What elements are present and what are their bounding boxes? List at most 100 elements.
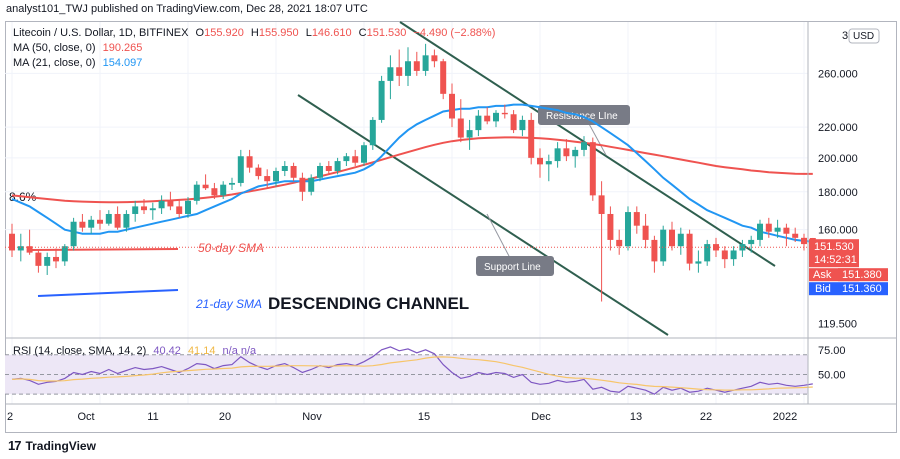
last-price-box: [809, 239, 859, 268]
legend-l-label: L: [305, 27, 312, 39]
legend-c-label: C: [358, 27, 367, 39]
candle-body: [572, 149, 579, 157]
price-tick-label: 119.500: [818, 319, 857, 331]
publish-line: analyst101_TWJ published on TradingView.…: [6, 3, 368, 15]
support-callout-label: Support Line: [484, 262, 541, 273]
candle-body: [202, 184, 209, 189]
time-tick-label: 20: [219, 411, 231, 423]
bid-value: 151.360: [842, 283, 882, 295]
candle-body: [361, 145, 367, 163]
ask-value: 151.380: [842, 269, 882, 281]
ma50-line: [11, 136, 813, 204]
legend-open: 155.920: [204, 27, 244, 39]
time-tick-label: 22: [700, 411, 712, 423]
legend-ma50-row: MA (50, close, 0) 190.265: [13, 42, 142, 54]
support-callout-pointer: [486, 213, 511, 259]
resistance-callout-pointer: [587, 121, 607, 156]
candle-body: [26, 246, 33, 253]
legend-ma21-value: 154.097: [102, 57, 143, 69]
candle-body: [633, 212, 640, 226]
candle-body: [281, 166, 288, 171]
candle-body: [334, 161, 341, 171]
price-tick-label: 260.000: [818, 68, 858, 80]
tradingview-logo-icon: 17: [8, 438, 22, 453]
candle-body: [53, 256, 59, 262]
candle-body: [704, 244, 711, 262]
legend-rsi: RSI (14, close, SMA, 14, 2): [13, 345, 147, 357]
legend-rsi-sma-value: 41.14: [187, 345, 216, 357]
candle-body: [721, 250, 728, 260]
candle-body: [563, 148, 570, 157]
candle-body: [748, 239, 755, 245]
footer-brand[interactable]: 17 TradingView: [8, 438, 96, 453]
candle-body: [484, 115, 491, 122]
candle-body: [466, 130, 473, 138]
candle-body: [264, 176, 271, 182]
candle-body: [440, 61, 447, 94]
candle-body: [325, 166, 332, 171]
legend-change: −4.490 (−2.88%): [413, 27, 496, 39]
axes: 260.000 220.000 200.000 180.000 160.000 119.5…: [5, 22, 897, 423]
candle-body: [185, 200, 191, 214]
candle-body: [449, 93, 455, 119]
candle-body: [255, 167, 262, 177]
candle-body: [35, 252, 42, 266]
bid-value-box: [838, 282, 888, 296]
time-tick-label: 15: [418, 411, 430, 423]
candle-body: [308, 177, 315, 192]
sma50-marker-line: [29, 248, 179, 251]
candle-body: [510, 114, 517, 131]
candle-body: [774, 227, 781, 232]
legend-ma50-value: 190.265: [102, 42, 143, 54]
candle-body: [528, 119, 535, 158]
candle-body: [387, 67, 394, 81]
rsi-pane: [5, 346, 813, 395]
candle-body: [730, 250, 737, 260]
candle-body: [413, 61, 420, 71]
legend-low: 146.610: [311, 27, 352, 39]
candle-body: [88, 219, 95, 228]
countdown-label: 14:52:31: [814, 254, 857, 266]
candle-body: [545, 161, 552, 165]
legend-symbol-row: Litecoin / U.S. Dollar, 1D, BITFINEX O15…: [13, 27, 495, 39]
legend-rsi-row: RSI (14, close, SMA, 14, 2) 40.42 41.14 …: [13, 345, 256, 357]
rsi-tick-label: 50.00: [818, 369, 846, 381]
legend-rsi-na: n/a n/a: [222, 345, 257, 357]
moving-averages: [11, 103, 813, 243]
price-tick-label: 220.000: [818, 122, 858, 134]
candle-body: [598, 195, 605, 214]
price-tick-label: 160.000: [818, 225, 858, 237]
candle-body: [44, 256, 51, 266]
candle-body: [757, 223, 763, 240]
candle-body: [422, 55, 429, 71]
legend-ma50: MA (50, close, 0): [13, 42, 96, 54]
currency-label: USD: [853, 31, 874, 42]
price-tick-label: 200.000: [818, 153, 858, 165]
legend-h-label: H: [250, 27, 259, 39]
bid-box: [809, 282, 838, 296]
candle-body: [554, 148, 561, 162]
candle-body: [273, 170, 279, 182]
candle-body: [801, 237, 807, 245]
ma21-line: [11, 103, 813, 243]
time-tick-label: Dec: [531, 411, 551, 423]
currency-badge: [848, 28, 880, 44]
legend-rsi-value: 40.42: [153, 345, 181, 357]
candle-body: [369, 119, 376, 146]
legend-o-label: O: [195, 27, 205, 39]
candle-body: [669, 229, 675, 247]
ask-label: Ask: [813, 269, 832, 281]
legend-ma21: MA (21, close, 0): [13, 57, 96, 69]
bid-label: Bid: [815, 283, 831, 295]
candle-body: [343, 156, 350, 162]
candle-body: [97, 219, 103, 224]
price-tick-label: 180.000: [818, 187, 858, 199]
candle-body: [589, 142, 596, 196]
sma50-label: 50-day SMA: [198, 241, 264, 255]
grid-lines: [5, 22, 808, 404]
candle-body: [783, 227, 790, 234]
candle-body: [193, 184, 200, 201]
candle-body: [501, 112, 508, 115]
candle-body: [237, 156, 244, 183]
